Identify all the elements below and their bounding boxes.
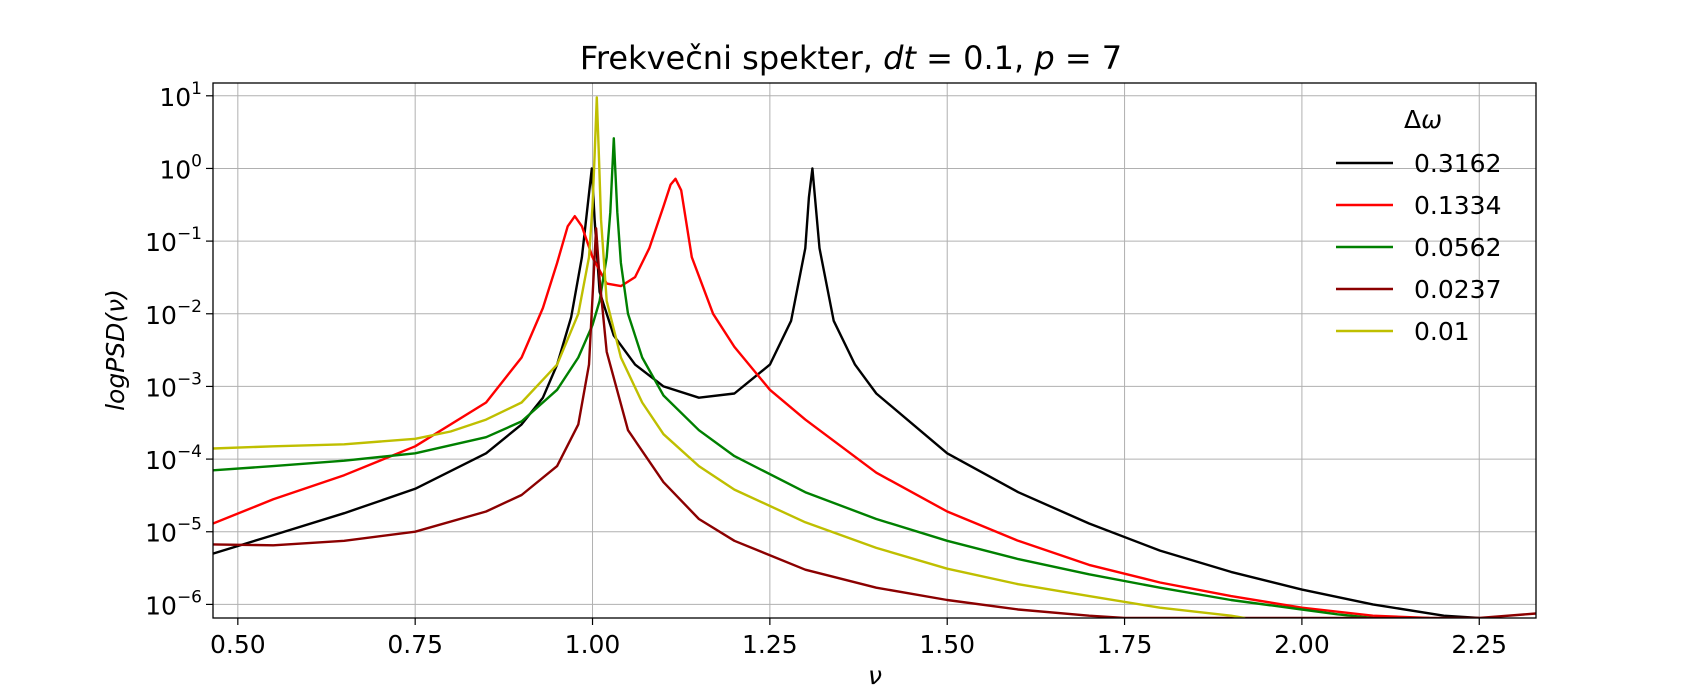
series-layer xyxy=(213,96,1536,618)
y-axis-label: logPSD(ν) xyxy=(101,289,130,411)
x-tick-label: 1.25 xyxy=(742,630,798,659)
legend: Δω 0.3162 0.1334 0.0562 0.0237 0.01 xyxy=(1336,105,1501,346)
x-tick-label: 2.25 xyxy=(1451,630,1507,659)
y-tick-label: 10−3 xyxy=(145,369,202,402)
y-tick-label: 100 xyxy=(159,151,202,184)
x-tick-label: 2.00 xyxy=(1274,630,1330,659)
series-line-4 xyxy=(213,96,1246,618)
y-tick-label: 10−5 xyxy=(145,515,202,548)
x-tick-label: 1.50 xyxy=(919,630,975,659)
grid-layer xyxy=(213,83,1536,618)
y-tick-label: 10−2 xyxy=(145,297,202,330)
plot-frame xyxy=(212,82,1537,619)
x-tick-label: 0.75 xyxy=(387,630,443,659)
series-line-2 xyxy=(213,137,1373,618)
series-line-3 xyxy=(213,227,1536,618)
x-axis: 0.50 0.75 1.00 1.25 1.50 1.75 2.00 2.25 xyxy=(210,618,1507,659)
y-axis: 10−6 10−5 10−4 10−3 10−2 10−1 100 101 xyxy=(145,79,213,620)
x-axis-label: ν xyxy=(868,661,882,690)
y-tick-label: 101 xyxy=(159,79,202,112)
series-line-1 xyxy=(213,177,1430,618)
legend-label: 0.01 xyxy=(1414,317,1470,346)
legend-label: 0.0237 xyxy=(1414,275,1501,304)
legend-label: 0.3162 xyxy=(1414,149,1501,178)
series-line-0 xyxy=(213,167,1480,618)
y-tick-label: 10−1 xyxy=(145,224,202,257)
x-tick-label: 1.75 xyxy=(1097,630,1153,659)
legend-label: 0.0562 xyxy=(1414,233,1501,262)
x-tick-label: 1.00 xyxy=(565,630,621,659)
y-tick-label: 10−4 xyxy=(145,442,202,475)
legend-title: Δω xyxy=(1404,105,1442,134)
y-tick-label: 10−6 xyxy=(145,587,202,620)
x-tick-label: 0.50 xyxy=(210,630,266,659)
legend-label: 0.1334 xyxy=(1414,191,1501,220)
chart-title: Frekvečni spekter, dt = 0.1, p = 7 xyxy=(580,39,1122,77)
